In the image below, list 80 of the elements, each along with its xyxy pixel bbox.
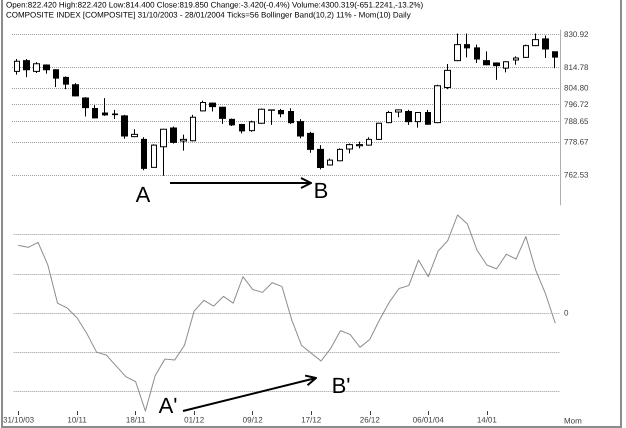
x-tick-label: 26/12 xyxy=(360,416,380,424)
annotation: B' xyxy=(332,373,350,398)
candlestick xyxy=(180,134,187,152)
candlestick xyxy=(464,33,470,58)
candlestick xyxy=(307,131,314,154)
candlestick xyxy=(92,104,98,120)
y-axis-title: Mom xyxy=(564,416,582,426)
candlestick xyxy=(121,114,128,140)
candlestick xyxy=(209,102,216,112)
x-tick-label: 09/12 xyxy=(242,416,264,424)
annotation: A' xyxy=(158,393,178,418)
candlestick xyxy=(63,76,69,90)
candlestick xyxy=(503,60,509,73)
candlestick xyxy=(523,44,529,58)
candlestick xyxy=(337,148,343,162)
candlestick xyxy=(229,118,235,126)
candlestick xyxy=(346,142,353,154)
x-tick-label: 01/12 xyxy=(184,416,205,424)
candlestick xyxy=(356,141,363,149)
candlestick xyxy=(444,63,451,90)
candlestick xyxy=(297,118,304,139)
candlestick xyxy=(102,98,108,116)
x-tick-label: 18/11 xyxy=(126,416,146,424)
candlestick xyxy=(190,114,196,142)
x-tick-label: 14/01 xyxy=(476,416,498,424)
candlestick xyxy=(513,56,519,66)
candlestick xyxy=(112,109,118,120)
candlestick xyxy=(268,109,275,126)
candlestick xyxy=(43,64,50,74)
candlestick xyxy=(23,58,30,78)
candlestick xyxy=(82,96,89,117)
annotation: A xyxy=(136,182,150,207)
chart-title: Open:822.420 High:822.420 Low:814.400 Close:819.850 Change:-3.420(-0.4%) Volume:4300.319(-651.2241,-13.2%) xyxy=(6,0,424,10)
candlestick xyxy=(219,106,226,124)
candlestick xyxy=(131,128,138,138)
candlestick xyxy=(151,144,157,168)
candlestick xyxy=(415,111,421,128)
x-tick-label: 31/10/03 xyxy=(2,416,35,424)
x-tick-label: 10/11 xyxy=(67,416,88,424)
candlestick xyxy=(53,68,59,88)
y-tick-label: 830.92 xyxy=(564,30,590,39)
x-tick-label: 06/01/04 xyxy=(412,416,444,424)
candlestick xyxy=(386,110,392,124)
candlestick xyxy=(425,109,431,126)
y-tick-label: 814.78 xyxy=(564,63,590,72)
y-tick-label: 804.80 xyxy=(564,84,590,93)
y-tick-label: 778.67 xyxy=(564,137,590,146)
candlestick xyxy=(434,84,441,124)
candlestick xyxy=(552,51,558,69)
candlestick xyxy=(376,122,382,140)
y-tick-label: 788.65 xyxy=(564,116,590,126)
candlestick xyxy=(288,108,294,124)
candlestick xyxy=(483,50,490,66)
candlestick xyxy=(249,120,255,132)
annotation: B xyxy=(314,178,328,203)
candlestick xyxy=(405,109,412,126)
chart-subtitle: COMPOSITE INDEX [COMPOSITE] 31/10/2003 - 28/01/2004 Ticks=56 Bollinger Band(10,2) 11% - Mom(10) Daily xyxy=(6,10,411,20)
y-tick-label: 796.72 xyxy=(564,100,590,110)
candlestick xyxy=(170,126,177,144)
candlestick xyxy=(141,136,147,171)
candlestick xyxy=(258,108,265,124)
candlestick xyxy=(493,62,500,80)
candlestick xyxy=(200,100,206,112)
candlestick xyxy=(542,35,549,58)
candlestick xyxy=(14,58,20,76)
candlestick xyxy=(317,144,324,170)
candlestick xyxy=(160,128,167,176)
candlestick xyxy=(454,33,461,62)
candlestick xyxy=(33,62,40,74)
candlestick xyxy=(239,123,245,134)
candlestick xyxy=(278,108,284,118)
candlestick xyxy=(532,33,539,47)
x-tick-label: 17/12 xyxy=(301,416,322,424)
candlestick xyxy=(474,44,480,64)
candlestick xyxy=(327,158,333,166)
y-tick-label: 762.53 xyxy=(564,170,590,180)
candlestick xyxy=(395,108,402,118)
candlestick xyxy=(72,82,79,97)
candlestick xyxy=(366,136,372,146)
ref-line-label: 0 xyxy=(564,308,569,318)
